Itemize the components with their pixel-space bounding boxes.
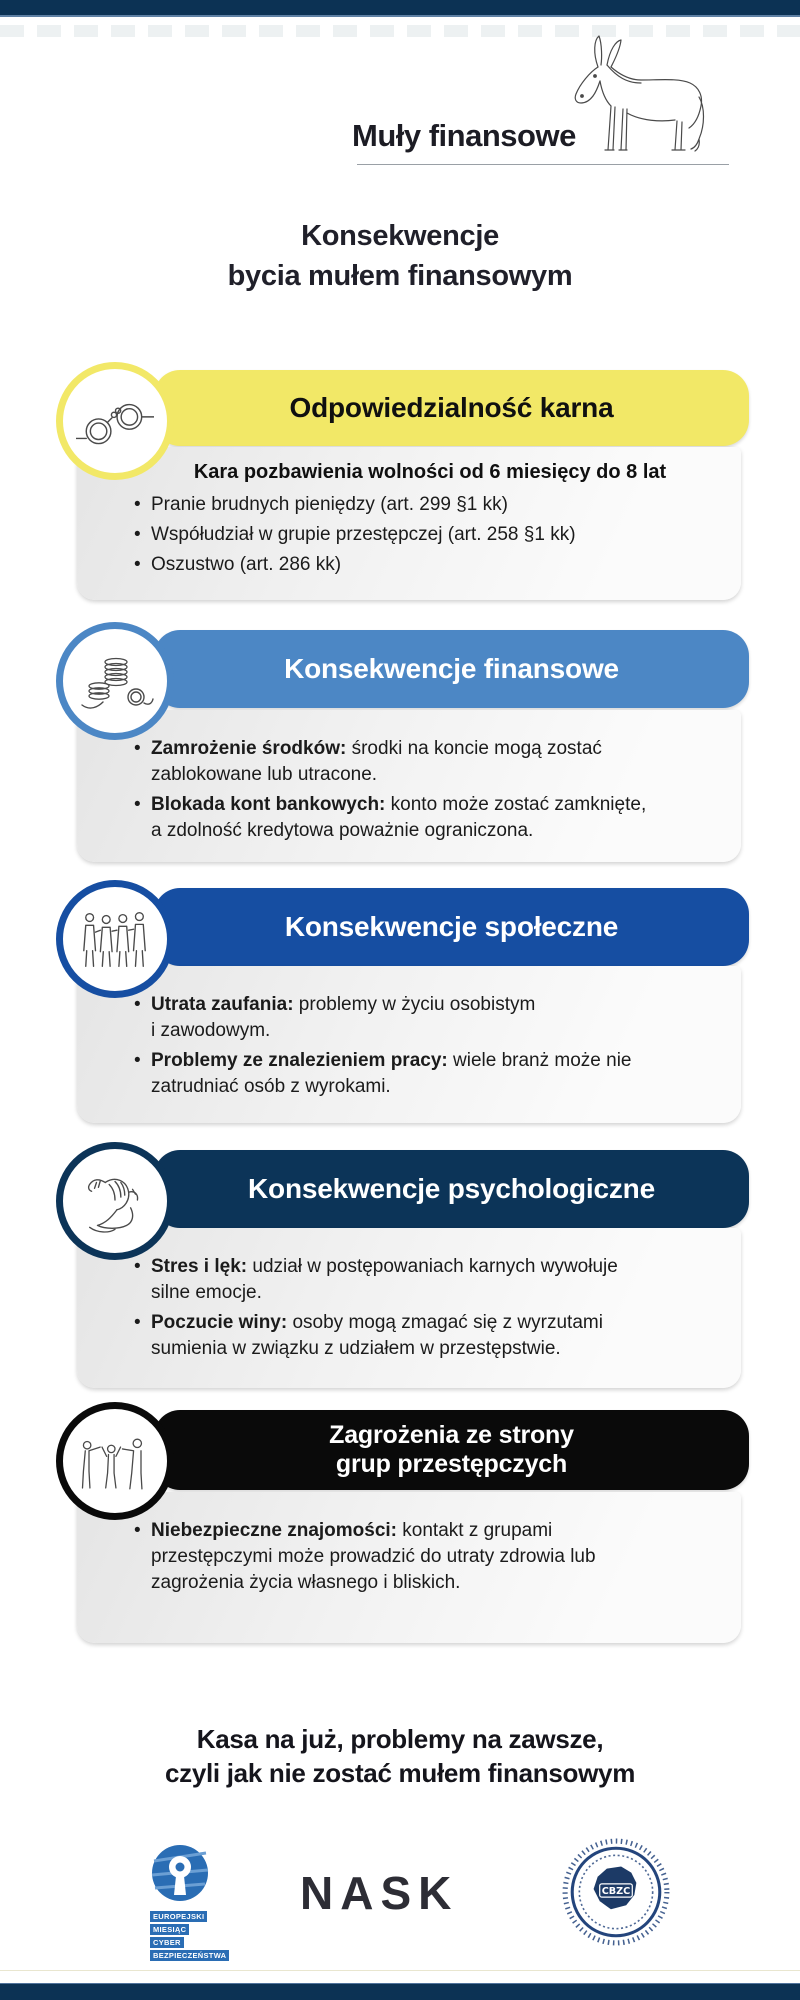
nask-logo: NASK bbox=[300, 1867, 459, 1919]
page-title: Konsekwencje bycia mułem finansowym bbox=[0, 216, 800, 296]
list-item: • Pranie brudnych pieniędzy (art. 299 §1 … bbox=[134, 492, 703, 518]
bullet-dot: • bbox=[134, 1520, 141, 1541]
people-group-icon bbox=[83, 911, 146, 967]
coins-icon bbox=[81, 657, 154, 709]
closing-tagline: Kasa na już, problemy na zawsze, czyli j… bbox=[0, 1722, 800, 1790]
section-title: Odpowiedzialność karna bbox=[289, 392, 614, 423]
list-item: • Niebezpieczne znajomości: kontakt z gru… bbox=[134, 1520, 596, 1593]
list-item: • Współudział w grupie przestępczej (art.… bbox=[134, 522, 703, 548]
section-icon-circle bbox=[56, 362, 174, 480]
bullet-dot: • bbox=[134, 794, 141, 815]
section-banner: Konsekwencje społeczne bbox=[154, 888, 749, 966]
cbzc-badge-logo: CBZC bbox=[562, 1838, 670, 1946]
ecsm-text-line: MIESIĄC bbox=[150, 1924, 190, 1935]
bullet-dot: • bbox=[134, 1312, 141, 1333]
list-item: • Stres i lęk: udział w postępowaniach ka… bbox=[134, 1256, 618, 1303]
footer-hairline bbox=[0, 1970, 800, 1971]
bullet-list: • Pranie brudnych pieniędzy (art. 299 §1 … bbox=[77, 484, 741, 578]
section-title: Konsekwencje psychologiczne bbox=[248, 1173, 655, 1204]
list-item: • Problemy ze znalezieniem pracy: wiele b… bbox=[134, 1050, 632, 1097]
bottom-navy-bar bbox=[0, 1983, 800, 2000]
brand-title: Muły finansowe bbox=[352, 118, 576, 153]
section-icon-circle bbox=[56, 1402, 174, 1520]
section-banner: Odpowiedzialność karna bbox=[154, 370, 749, 446]
ecsm-logo: EUROPEJSKI MIESIĄC CYBER BEZPIECZEŃSTWA bbox=[150, 1843, 260, 1963]
handcuffs-icon bbox=[76, 403, 154, 445]
head-in-hands-icon bbox=[87, 1178, 139, 1233]
tagline-line1: Kasa na już, problemy na zawsze, bbox=[196, 1724, 604, 1754]
ecsm-globe-icon bbox=[151, 1845, 209, 1901]
section-card: • Stres i lęk: udział w postępowaniach ka… bbox=[77, 1228, 741, 1388]
section-card: Kara pozbawienia wolności od 6 miesięcy … bbox=[77, 447, 741, 600]
section-card: • Zamrożenie środków: środki na koncie mo… bbox=[77, 710, 741, 862]
criminal-threat-icon bbox=[81, 1438, 143, 1490]
section-title: Konsekwencje finansowe bbox=[284, 653, 619, 684]
ecsm-text-line: EUROPEJSKI bbox=[150, 1911, 208, 1922]
ecsm-text-line: BEZPIECZEŃSTWA bbox=[150, 1950, 230, 1961]
ecsm-logo-text: EUROPEJSKI MIESIĄC CYBER BEZPIECZEŃSTWA bbox=[150, 1911, 260, 1961]
section-title: Zagrożenia ze strony bbox=[329, 1421, 574, 1449]
ecsm-text-line: CYBER bbox=[150, 1937, 184, 1948]
donkey-illustration bbox=[574, 35, 705, 152]
list-item: • Poczucie winy: osoby mogą zmagać się z … bbox=[134, 1312, 603, 1359]
top-navy-bar bbox=[0, 0, 800, 17]
header-underline bbox=[357, 164, 729, 165]
section-subtitle: Kara pozbawienia wolności od 6 miesięcy … bbox=[193, 461, 667, 483]
section-card: • Utrata zaufania: problemy w życiu osobi… bbox=[77, 966, 741, 1123]
page-title-line2: bycia mułem finansowym bbox=[227, 260, 573, 292]
bullet-dot: • bbox=[134, 738, 141, 759]
section-icon-circle bbox=[56, 880, 174, 998]
bullet-dot: • bbox=[134, 554, 141, 575]
bullet-list: • Utrata zaufania: problemy w życiu osobi… bbox=[77, 966, 741, 1100]
list-item: • Utrata zaufania: problemy w życiu osobi… bbox=[134, 994, 536, 1041]
bullet-list: • Stres i lęk: udział w postępowaniach ka… bbox=[77, 1228, 741, 1362]
decorative-dot-row bbox=[0, 25, 800, 37]
section-title: Konsekwencje społeczne bbox=[284, 911, 619, 942]
tagline-line2: czyli jak nie zostać mułem finansowym bbox=[164, 1758, 636, 1788]
list-item: • Zamrożenie środków: środki na koncie mo… bbox=[134, 738, 602, 785]
bullet-dot: • bbox=[134, 1256, 141, 1277]
bullet-dot: • bbox=[134, 494, 141, 515]
section-banner: Zagrożenia ze strony grup przestępczych bbox=[154, 1410, 749, 1490]
bullet-dot: • bbox=[134, 1050, 141, 1071]
list-item: • Oszustwo (art. 286 kk) bbox=[134, 552, 703, 578]
bullet-list: • Niebezpieczne znajomości: kontakt z gru… bbox=[77, 1492, 741, 1596]
page-title-line1: Konsekwencje bbox=[301, 220, 499, 252]
section-title-line2: grup przestępczych bbox=[335, 1450, 568, 1478]
list-item: • Blokada kont bankowych: konto może zost… bbox=[134, 794, 647, 841]
section-icon-circle bbox=[56, 1142, 174, 1260]
section-banner: Konsekwencje psychologiczne bbox=[154, 1150, 749, 1228]
section-icon-circle bbox=[56, 622, 174, 740]
bullet-dot: • bbox=[134, 524, 141, 545]
bullet-list: • Zamrożenie środków: środki na koncie mo… bbox=[77, 710, 741, 844]
bullet-dot: • bbox=[134, 994, 141, 1015]
cbzc-label: CBZC bbox=[602, 1886, 631, 1897]
section-banner: Konsekwencje finansowe bbox=[154, 630, 749, 708]
section-card: • Niebezpieczne znajomości: kontakt z gru… bbox=[77, 1492, 741, 1643]
